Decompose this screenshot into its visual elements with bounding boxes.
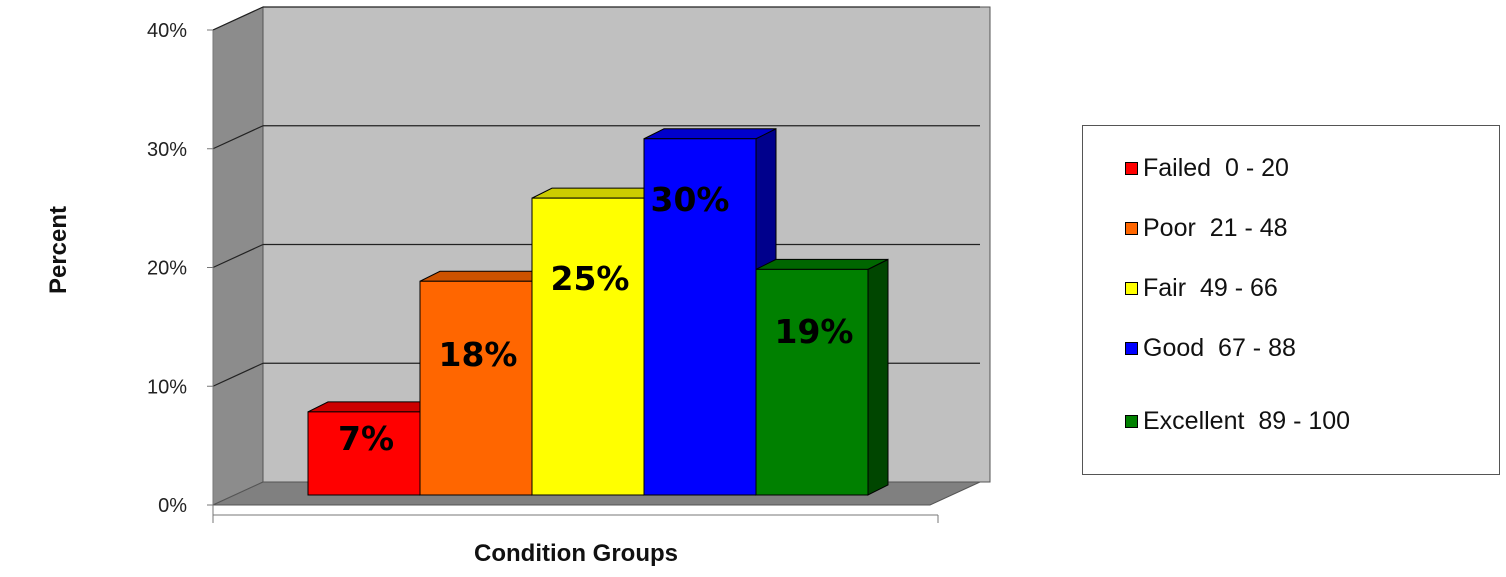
legend-swatch <box>1125 414 1138 428</box>
legend-label: Failed 0 - 20 <box>1143 153 1289 182</box>
legend-swatch <box>1125 281 1138 295</box>
legend-swatch <box>1125 341 1138 355</box>
legend-label: Excellent 89 - 100 <box>1143 406 1351 435</box>
legend-label: Poor 21 - 48 <box>1143 213 1288 242</box>
y-tick-label: 0% <box>158 495 187 517</box>
y-axis-title: Percent <box>45 206 72 294</box>
bar <box>531 197 645 496</box>
data-label: 19% <box>775 312 854 351</box>
gridline-side <box>212 6 264 31</box>
bar-side <box>867 258 889 496</box>
legend-item: Poor 21 - 48 <box>1125 213 1288 243</box>
bar-top <box>755 258 889 270</box>
gridline-side <box>212 362 264 387</box>
gridline-side <box>212 243 264 269</box>
y-tick-label: 20% <box>147 258 187 280</box>
bar-top <box>643 128 777 140</box>
bar-group: 18% <box>419 270 553 496</box>
data-label: 7% <box>338 419 394 458</box>
data-label: 25% <box>551 259 630 298</box>
legend-item: Fair 49 - 66 <box>1125 273 1278 303</box>
y-tick-label: 10% <box>147 376 187 398</box>
legend-item: Excellent 89 - 100 <box>1125 406 1350 436</box>
bar <box>643 138 757 496</box>
legend-label: Good 67 - 88 <box>1143 333 1296 362</box>
legend-item: Good 67 - 88 <box>1125 333 1296 363</box>
gridline-side <box>212 125 264 150</box>
data-label: 18% <box>439 335 518 374</box>
y-axis-ticks: 0% 10% 20% 30% 40% <box>147 20 213 517</box>
x-axis-title: Condition Groups <box>474 540 678 567</box>
data-label: 30% <box>651 180 730 219</box>
legend-item: Failed 0 - 20 <box>1125 153 1289 183</box>
bar-group: 19% <box>755 258 889 496</box>
bar <box>419 280 533 496</box>
bars: 7% 18% 25% 30% 19% <box>307 127 889 496</box>
legend-swatch <box>1125 221 1138 235</box>
legend: Failed 0 - 20 Poor 21 - 48 Fair 49 - 66 Goo… <box>1082 125 1500 475</box>
bar <box>755 268 869 496</box>
legend-label: Fair 49 - 66 <box>1143 273 1278 302</box>
y-tick-label: 40% <box>147 20 187 42</box>
legend-swatch <box>1125 161 1138 175</box>
y-tick-label: 30% <box>147 139 187 161</box>
